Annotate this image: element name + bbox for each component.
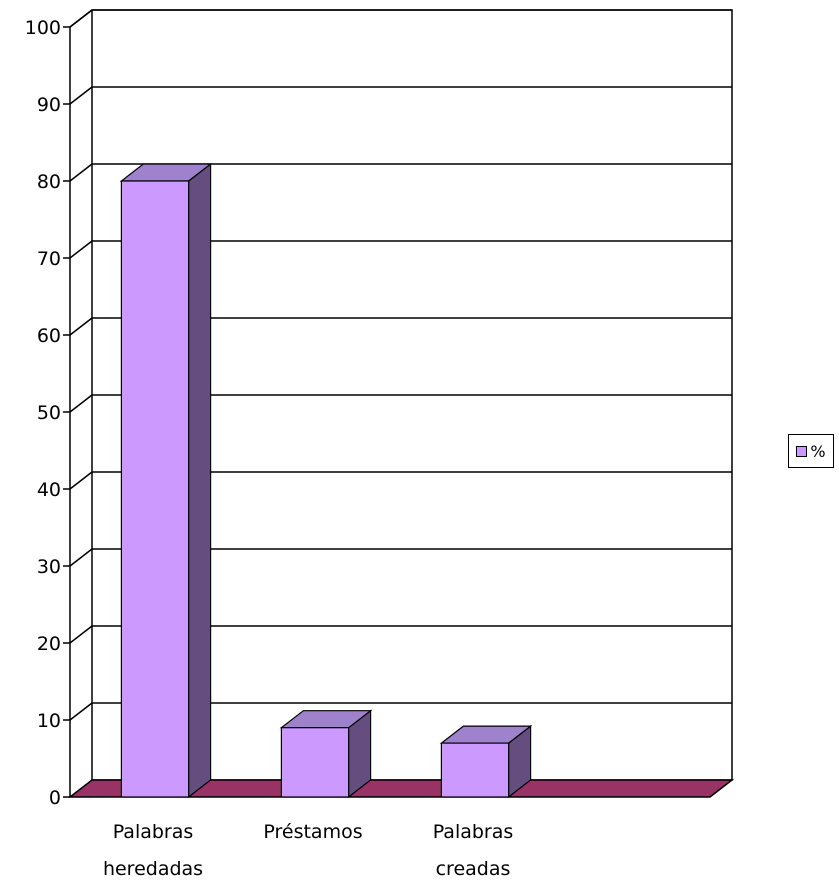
y-tick-label: 40 bbox=[37, 479, 61, 501]
gridline-side bbox=[69, 9, 93, 28]
y-tick-label: 80 bbox=[37, 171, 61, 193]
y-axis: 0 10 20 30 40 50 60 70 80 90 100 bbox=[25, 17, 70, 809]
y-tick-label: 100 bbox=[25, 17, 61, 39]
y-tick-label: 50 bbox=[37, 402, 61, 424]
category-label: heredadas bbox=[103, 858, 203, 880]
gridline-side bbox=[69, 86, 93, 105]
gridline-side bbox=[69, 471, 93, 490]
y-tick-label: 90 bbox=[37, 94, 61, 116]
category-label: Palabras bbox=[113, 821, 194, 843]
gridline-side bbox=[69, 317, 93, 336]
gridline-side bbox=[69, 394, 93, 413]
y-tick-label: 60 bbox=[37, 325, 61, 347]
bar bbox=[280, 727, 350, 798]
category-label: Palabras bbox=[433, 821, 514, 843]
gridline-side bbox=[69, 702, 93, 721]
legend-swatch bbox=[796, 445, 808, 457]
gridline-side bbox=[69, 548, 93, 567]
y-tick-label: 20 bbox=[37, 633, 61, 655]
bar bbox=[440, 742, 510, 798]
gridline-side bbox=[69, 240, 93, 259]
y-tick-label: 30 bbox=[37, 556, 61, 578]
category-label: Préstamos bbox=[263, 821, 362, 843]
y-tick-label: 70 bbox=[37, 248, 61, 270]
gridline-side bbox=[69, 163, 93, 182]
gridline-side bbox=[69, 625, 93, 644]
category-label: creadas bbox=[436, 858, 511, 880]
bars bbox=[119, 162, 533, 799]
legend: % bbox=[788, 434, 834, 468]
y-tick-label: 0 bbox=[49, 787, 61, 809]
y-tick-label: 10 bbox=[37, 710, 61, 732]
legend-label: % bbox=[810, 441, 826, 461]
bar-side bbox=[188, 162, 212, 799]
category-labels: Palabras heredadas Préstamos Palabras creada… bbox=[103, 821, 513, 880]
bar bbox=[120, 180, 190, 798]
